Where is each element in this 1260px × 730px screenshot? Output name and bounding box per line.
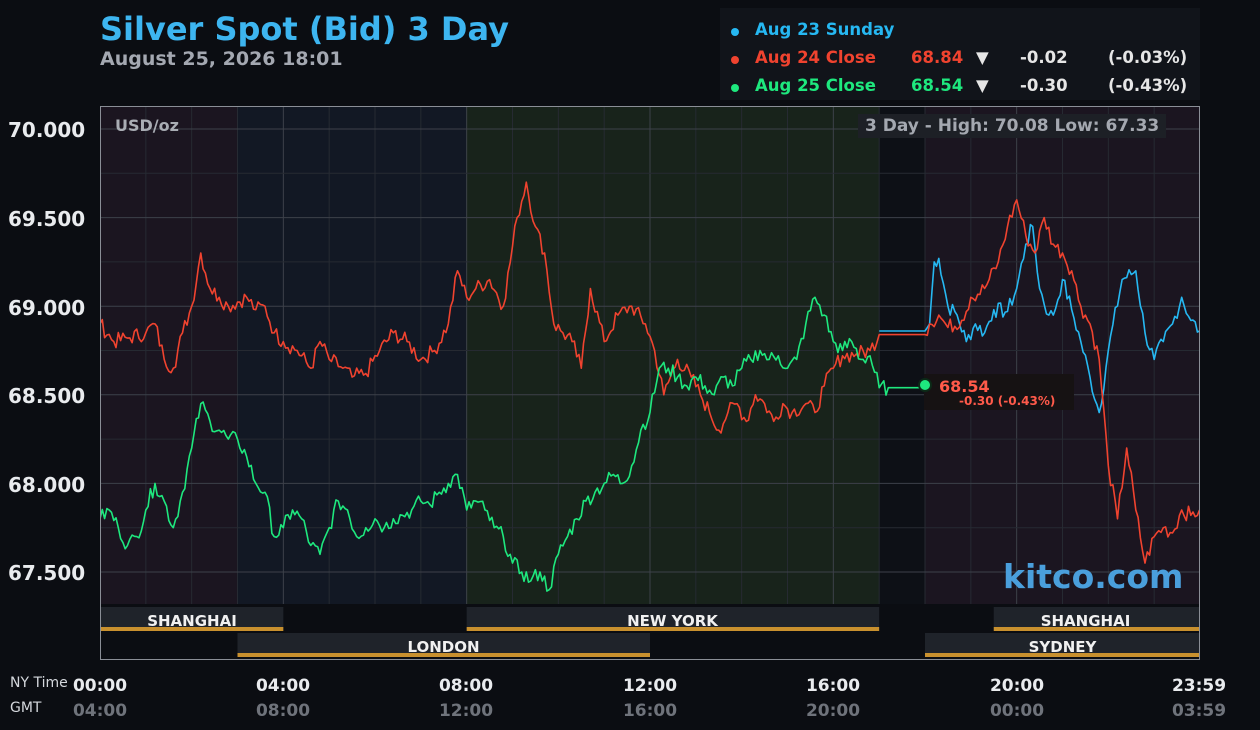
current-value-box xyxy=(924,374,1074,410)
legend-dot-icon xyxy=(731,28,739,36)
x-tick-gmt: 16:00 xyxy=(622,701,678,721)
session-label-shanghai: SHANGHAI xyxy=(147,612,237,630)
x-tick-gmt: 20:00 xyxy=(805,701,861,721)
kitco-watermark[interactable]: kitco.com xyxy=(1003,557,1184,596)
x-tick-ny: 12:00 xyxy=(622,676,678,696)
legend-dot-icon xyxy=(731,56,739,64)
x-tick-gmt: 03:59 xyxy=(1171,701,1227,721)
plot-border xyxy=(100,106,1200,660)
y-tick-label: 68.000 xyxy=(8,473,86,497)
session-bar-bg xyxy=(925,633,1200,655)
legend-series-name: Aug 23 Sunday xyxy=(755,20,895,39)
session-shade-shanghai xyxy=(100,106,237,604)
session-bar-bg xyxy=(100,607,284,629)
legend-percent: (-0.43%) xyxy=(1108,76,1188,95)
x-tick-gmt: 00:00 xyxy=(989,701,1045,721)
down-arrow-icon: ▼ xyxy=(976,76,989,95)
high-low-label: 3 Day - High: 70.08 Low: 67.33 xyxy=(858,114,1167,138)
session-shade-newyork xyxy=(466,106,879,604)
legend-change: -0.02 xyxy=(1020,48,1068,67)
legend-series-name: Aug 24 Close xyxy=(755,48,876,67)
series-line-aug-25-close xyxy=(100,296,925,592)
session-bar xyxy=(237,653,650,657)
y-tick-label: 67.500 xyxy=(8,561,86,585)
x-tick-gmt: 08:00 xyxy=(255,701,311,721)
current-change-label: -0.30 (-0.43%) xyxy=(959,394,1056,408)
x-tick-ny: 16:00 xyxy=(805,676,861,696)
session-label-new-york: NEW YORK xyxy=(627,612,718,630)
legend-item-aug23[interactable]: Aug 23 Sunday xyxy=(720,20,1200,44)
x-tick-gmt: 04:00 xyxy=(72,701,128,721)
y-tick-label: 69.500 xyxy=(8,207,86,231)
session-label-sydney: SYDNEY xyxy=(1028,638,1097,656)
legend-price: 68.84 xyxy=(911,48,964,67)
x-tick-ny: 20:00 xyxy=(989,676,1045,696)
gmt-label: GMT xyxy=(10,700,42,716)
session-label-shanghai-2: SHANGHAI xyxy=(1040,612,1131,630)
legend-dot-icon xyxy=(731,84,739,92)
legend-change: -0.30 xyxy=(1020,76,1068,95)
session-label-london: LONDON xyxy=(407,638,480,656)
current-value-label: 68.54 xyxy=(939,377,990,396)
y-tick-label: 68.500 xyxy=(8,384,86,408)
current-value-marker[interactable] xyxy=(918,378,932,392)
legend-percent: (-0.03%) xyxy=(1108,48,1188,67)
legend: Aug 23 Sunday Aug 24 Close 68.84 ▼ -0.02… xyxy=(720,8,1200,100)
session-bar-bg xyxy=(993,607,1200,629)
x-tick-gmt: 12:00 xyxy=(438,701,494,721)
session-shade-london xyxy=(237,106,466,604)
x-tick-ny: 23:59 xyxy=(1171,676,1227,696)
session-bar xyxy=(466,627,880,631)
session-bar xyxy=(993,627,1200,631)
down-arrow-icon: ▼ xyxy=(976,48,989,67)
session-bars xyxy=(100,607,1200,657)
x-tick-ny: 04:00 xyxy=(255,676,311,696)
ny-time-label: NY Time xyxy=(10,675,68,691)
chart-datetime: August 25, 2026 18:01 xyxy=(100,48,343,70)
x-tick-ny: 08:00 xyxy=(438,676,494,696)
session-bar xyxy=(100,627,284,631)
y-tick-label: 70.000 xyxy=(8,118,86,142)
legend-item-aug24[interactable]: Aug 24 Close 68.84 ▼ -0.02 (-0.03%) xyxy=(720,48,1200,72)
session-bar-bg xyxy=(237,633,650,655)
units-label: USD/oz xyxy=(115,116,179,135)
x-tick-ny: 00:00 xyxy=(72,676,128,696)
series-lines xyxy=(100,181,1200,592)
session-bar xyxy=(925,653,1200,657)
series-line-aug-23-sunday xyxy=(879,223,1200,414)
session-bar-bg xyxy=(466,607,880,629)
legend-series-name: Aug 25 Close xyxy=(755,76,876,95)
series-line-aug-24-close xyxy=(100,181,1200,564)
y-tick-label: 69.000 xyxy=(8,296,86,320)
legend-item-aug25[interactable]: Aug 25 Close 68.54 ▼ -0.30 (-0.43%) xyxy=(720,76,1200,100)
chart-title: Silver Spot (Bid) 3 Day xyxy=(100,10,509,48)
legend-price: 68.54 xyxy=(911,76,964,95)
